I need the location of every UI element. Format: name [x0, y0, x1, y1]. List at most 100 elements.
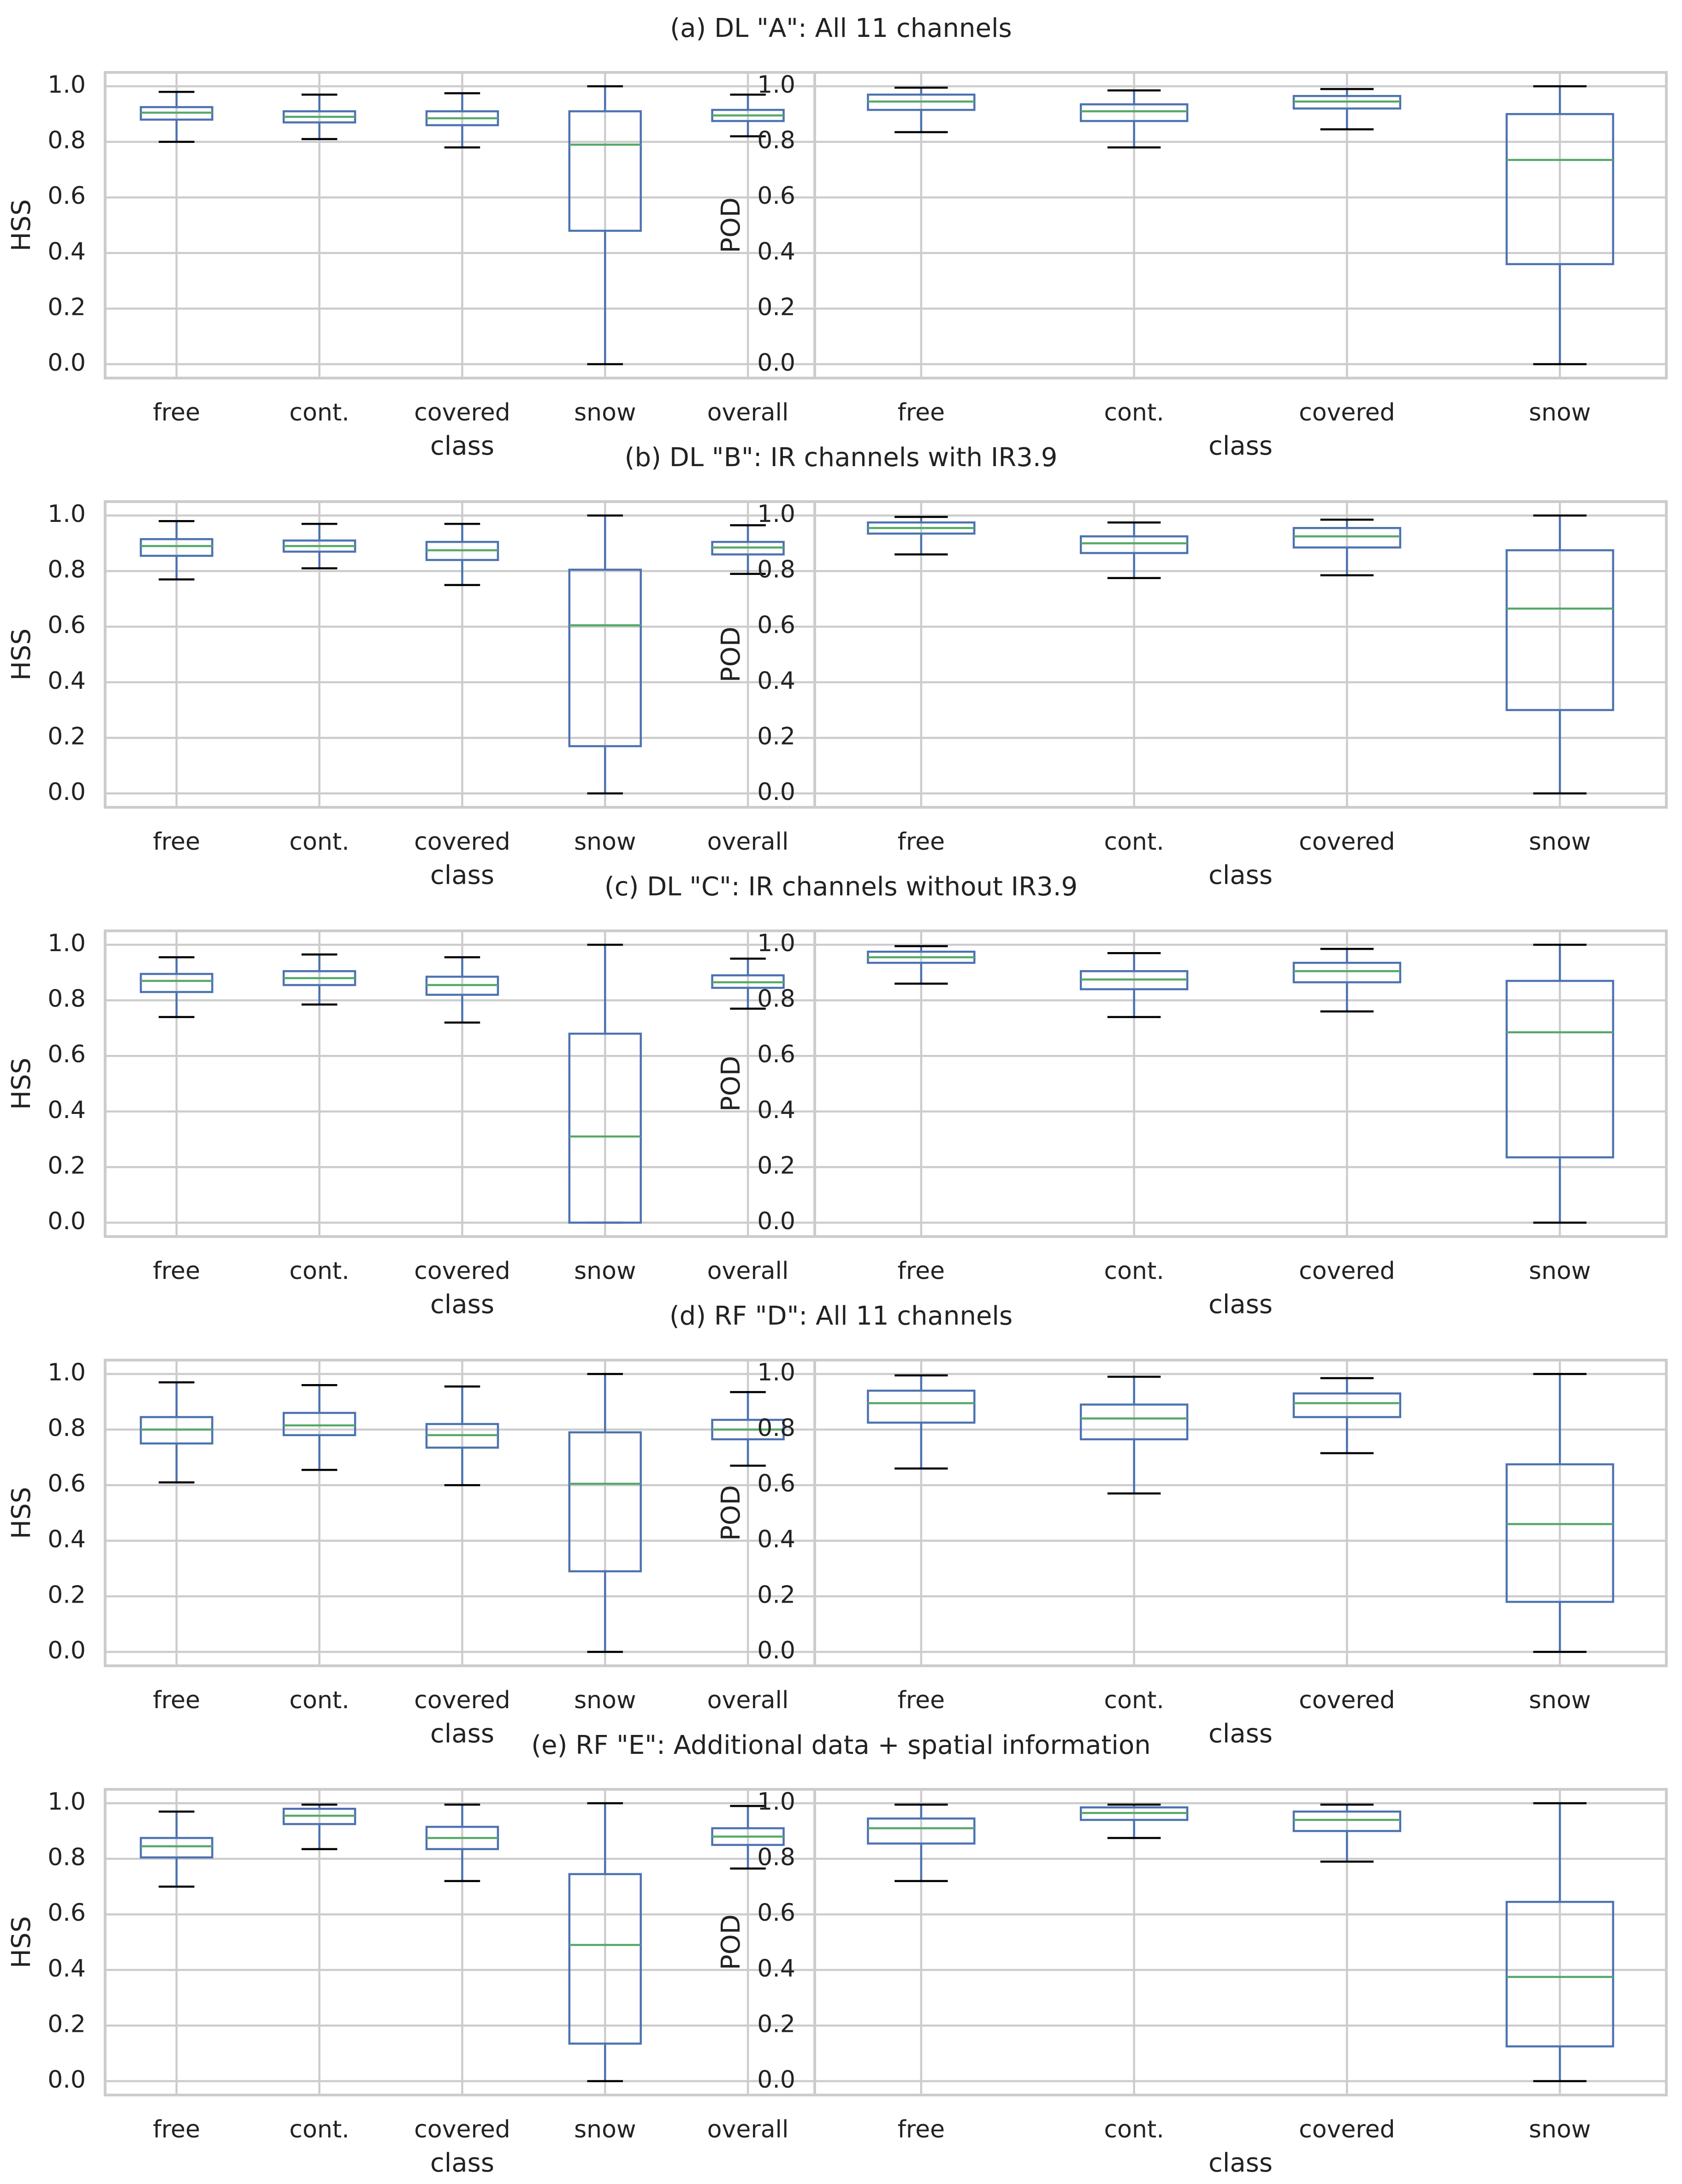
x-tick-label: snow	[574, 828, 636, 856]
box-covered	[1292, 1377, 1402, 1455]
x-tick-label: cont.	[1104, 828, 1164, 856]
iqr-box	[568, 1873, 642, 2045]
x-tick-label: covered	[1299, 1257, 1395, 1285]
y-tick-label: 0.6	[757, 611, 795, 639]
x-tick-label: free	[153, 1687, 201, 1714]
y-tick-label: 0.6	[47, 182, 86, 210]
iqr-box	[867, 1390, 976, 1424]
chart-panel-9: (e) RF "E": Additional data + spatial in…	[6, 1730, 1151, 2178]
x-tick-label: covered	[414, 399, 510, 426]
x-axis-label: class	[430, 2148, 494, 2178]
y-tick-label: 0.4	[47, 1526, 86, 1553]
panel-title: (e) RF "E": Additional data + spatial in…	[531, 1730, 1150, 1760]
y-tick-label: 0.0	[757, 2066, 795, 2094]
x-tick-label: snow	[574, 399, 636, 426]
box-covered	[425, 92, 499, 148]
iqr-box	[1292, 1392, 1402, 1418]
box-snow	[1505, 514, 1614, 795]
y-tick-label: 0.8	[757, 556, 795, 584]
x-tick-label: covered	[1299, 1687, 1395, 1714]
y-tick-label: 0.4	[47, 1955, 86, 1983]
y-axis-label: POD	[716, 1485, 746, 1541]
y-tick-label: 0.4	[757, 238, 795, 266]
plot-area	[813, 1359, 1668, 1667]
y-tick-label: 1.0	[757, 1359, 795, 1386]
box-snow	[1505, 943, 1614, 1224]
y-tick-label: 0.2	[47, 1152, 86, 1179]
x-tick-label: covered	[1299, 2116, 1395, 2143]
iqr-box	[1505, 1900, 1614, 2048]
iqr-box	[283, 1412, 356, 1436]
iqr-box	[568, 110, 642, 232]
chart-panel-6: 0.0 0.2 0.4 0.6 0.8 1.0 free cont. covered snow cl…	[716, 929, 1668, 1320]
y-axis-label: HSS	[6, 1058, 36, 1110]
box-covered	[425, 522, 499, 586]
box-cont	[283, 93, 356, 140]
x-tick-label: overall	[707, 828, 789, 856]
iqr-box	[140, 973, 213, 993]
y-tick-label: 0.0	[757, 778, 795, 806]
y-tick-label: 0.6	[47, 611, 86, 639]
x-axis-label: class	[1208, 1719, 1273, 1749]
chart-panel-8: 0.0 0.2 0.4 0.6 0.8 1.0 free cont. covered snow cl…	[716, 1359, 1668, 1749]
iqr-box	[568, 568, 642, 747]
y-tick-label: 1.0	[757, 1788, 795, 1816]
y-tick-label: 1.0	[757, 929, 795, 957]
x-tick-label: covered	[414, 2116, 510, 2143]
y-axis-label: POD	[716, 1056, 746, 1112]
x-tick-label: snow	[1529, 399, 1591, 426]
y-tick-label: 0.0	[47, 1207, 86, 1235]
y-tick-label: 0.6	[757, 1470, 795, 1497]
plot-area	[813, 929, 1668, 1238]
y-tick-label: 0.0	[47, 1637, 86, 1664]
x-tick-label: snow	[1529, 1257, 1591, 1285]
x-tick-label: covered	[414, 828, 510, 856]
y-tick-label: 1.0	[47, 929, 86, 957]
x-tick-label: snow	[574, 2116, 636, 2143]
panel-title: (b) DL "B": IR channels with IR3.9	[625, 443, 1058, 473]
y-tick-label: 0.6	[757, 1041, 795, 1068]
iqr-box	[1292, 962, 1402, 983]
iqr-box	[568, 1032, 642, 1224]
y-tick-label: 0.0	[757, 1637, 795, 1664]
iqr-box	[1505, 549, 1614, 711]
box-free	[867, 515, 976, 556]
box-snow	[1505, 1802, 1614, 2083]
x-axis-label: class	[1208, 860, 1273, 890]
y-tick-label: 0.2	[47, 2010, 86, 2038]
x-tick-label: free	[898, 399, 945, 426]
box-free	[867, 1374, 976, 1470]
plot-area	[813, 500, 1668, 809]
box-free	[140, 1810, 213, 1888]
x-tick-label: snow	[574, 1257, 636, 1285]
x-tick-label: cont.	[290, 828, 349, 856]
y-tick-label: 0.4	[47, 667, 86, 695]
y-tick-label: 0.8	[47, 127, 86, 154]
y-tick-label: 0.0	[757, 1207, 795, 1235]
x-axis-label: class	[430, 431, 494, 461]
y-tick-label: 0.8	[47, 1415, 86, 1442]
y-tick-label: 0.8	[757, 127, 795, 154]
box-snow	[568, 1802, 642, 2083]
x-tick-label: cont.	[1104, 2116, 1164, 2143]
box-cont	[1079, 952, 1189, 1018]
x-tick-label: overall	[707, 399, 789, 426]
x-tick-label: free	[898, 828, 945, 856]
x-tick-label: free	[153, 1257, 201, 1285]
y-tick-label: 0.6	[757, 1899, 795, 1927]
box-covered	[1292, 947, 1402, 1013]
y-axis-label: HSS	[6, 1916, 36, 1968]
box-free	[867, 86, 976, 133]
y-tick-label: 0.0	[47, 2066, 86, 2094]
y-tick-label: 0.4	[757, 1096, 795, 1124]
box-cont	[1079, 1375, 1189, 1495]
chart-panel-5: (c) DL "C": IR channels without IR3.9 0.0…	[6, 872, 1078, 1320]
x-tick-label: cont.	[290, 1687, 349, 1714]
box-cont	[283, 953, 356, 1006]
y-tick-label: 0.4	[757, 1526, 795, 1553]
box-overall	[711, 958, 785, 1010]
box-free	[140, 956, 213, 1018]
y-tick-label: 0.8	[47, 556, 86, 584]
box-covered	[425, 956, 499, 1024]
y-tick-label: 1.0	[47, 500, 86, 528]
